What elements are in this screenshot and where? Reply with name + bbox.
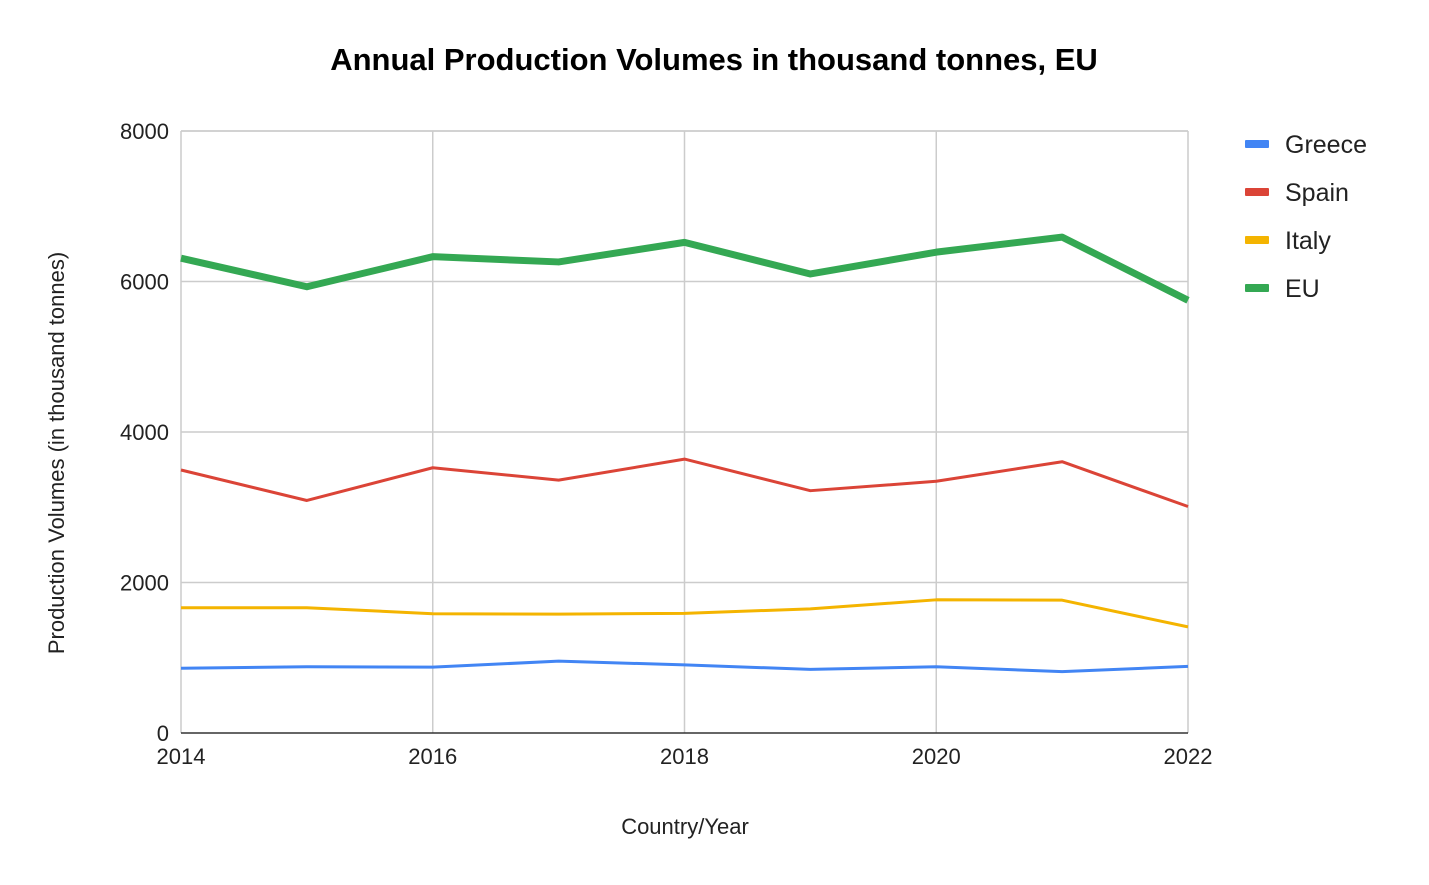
legend-label: Spain	[1285, 179, 1349, 207]
series-lines	[180, 233, 1190, 674]
legend-swatch	[1245, 188, 1269, 196]
x-tick-label: 2016	[408, 744, 457, 769]
y-tick-label: 8000	[120, 119, 169, 144]
x-tick-label: 2022	[1164, 744, 1213, 769]
y-tick-label: 0	[157, 721, 169, 746]
series-line-eu	[180, 233, 1190, 304]
legend-item-spain: Spain	[1245, 179, 1349, 207]
y-tick-label: 6000	[120, 270, 169, 295]
legend-item-italy: Italy	[1245, 227, 1331, 255]
y-tick-label: 2000	[120, 571, 169, 596]
y-axis-label: Production Volumes (in thousand tonnes)	[44, 252, 69, 654]
chart-title: Annual Production Volumes in thousand to…	[330, 42, 1098, 77]
legend-item-eu: EU	[1245, 275, 1320, 303]
tick-labels: 0 2000 4000 6000 8000 2014 2016 2018 2020 2022	[120, 119, 1212, 769]
series-line-greece	[180, 659, 1189, 674]
legend-swatch	[1245, 284, 1269, 292]
series-line-spain	[180, 457, 1189, 508]
x-axis-label: Country/Year	[621, 814, 749, 839]
x-tick-label: 2020	[912, 744, 961, 769]
legend-label: Greece	[1285, 131, 1367, 159]
y-tick-label: 4000	[120, 420, 169, 445]
legend: Greece Spain Italy EU	[1245, 131, 1367, 303]
x-tick-label: 2018	[660, 744, 709, 769]
series-line-italy	[181, 598, 1189, 629]
legend-item-greece: Greece	[1245, 131, 1367, 159]
legend-swatch	[1245, 236, 1269, 244]
legend-label: Italy	[1285, 227, 1331, 255]
x-tick-label: 2014	[157, 744, 206, 769]
legend-swatch	[1245, 140, 1269, 148]
legend-label: EU	[1285, 275, 1320, 303]
grid-lines	[180, 130, 1189, 733]
